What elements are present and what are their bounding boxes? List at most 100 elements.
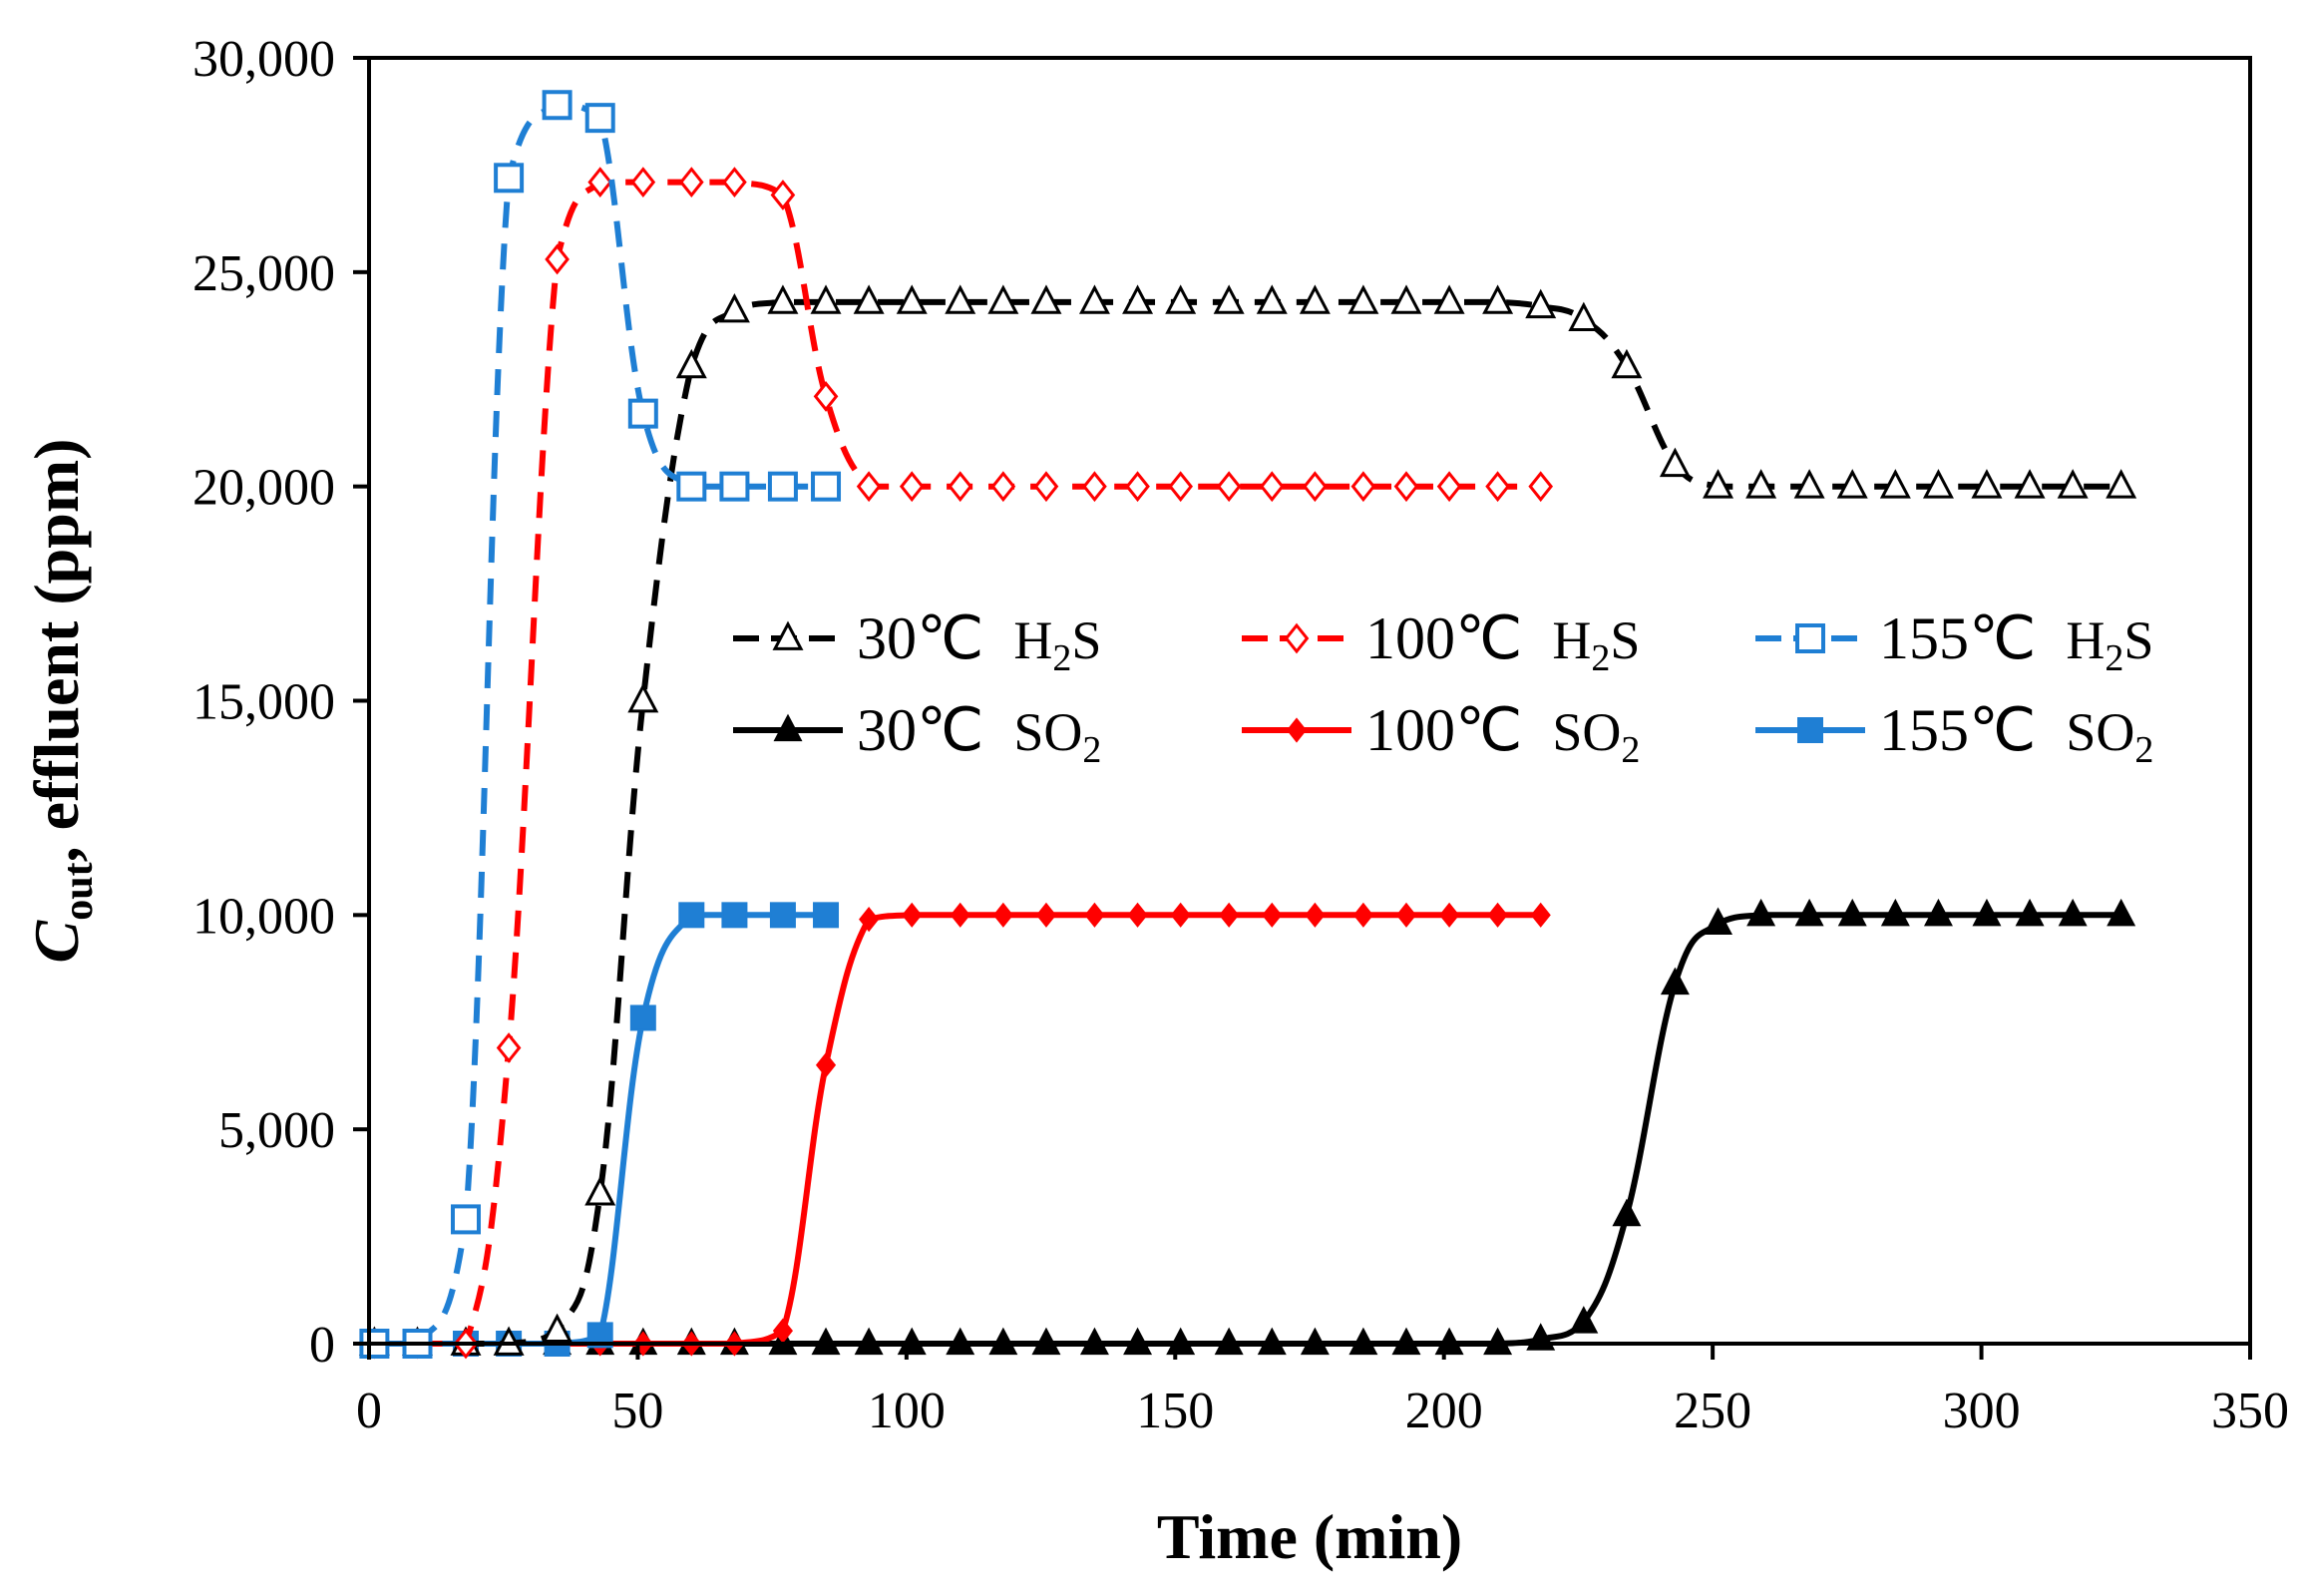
series-5-point-8 xyxy=(721,902,748,929)
series-0-point-23 xyxy=(1390,284,1422,314)
series-0-point-16 xyxy=(1078,284,1110,314)
series-4-point-22 xyxy=(1352,902,1373,928)
legend-entry-1: 100℃ H2S xyxy=(1242,605,1640,679)
x-tick-label-2: 100 xyxy=(868,1383,946,1439)
legend-marker-1 xyxy=(1284,622,1310,654)
series-3-point-29 xyxy=(1660,967,1690,996)
legend-entry-2: 155℃ H2S xyxy=(1755,605,2153,679)
series-0-point-26 xyxy=(1525,288,1557,319)
series-2-point-10 xyxy=(811,471,842,502)
series-0-point-21 xyxy=(1299,284,1331,314)
series-1-point-25 xyxy=(1485,471,1510,503)
legend-label-temp-0: 30℃ xyxy=(857,605,1013,671)
series-0-point-14 xyxy=(987,284,1019,314)
y-tick-label-4: 20,000 xyxy=(192,460,335,517)
series-0-point-20 xyxy=(1256,284,1288,314)
series-2-point-5 xyxy=(584,103,615,134)
series-5-point-9 xyxy=(769,902,796,929)
legend-label-gas-3: SO xyxy=(1013,702,1082,762)
series-1-point-7 xyxy=(678,167,704,199)
series-0-point-13 xyxy=(945,284,976,314)
legend-label-0: 30℃ H2S xyxy=(857,605,1101,679)
axes-layer: 0 50 100 150 200 250 300 350 0 5,000 10,000 15,000 2… xyxy=(21,31,2289,1572)
legend-label-sub-0: 2 xyxy=(1052,637,1071,679)
series-0-point-18 xyxy=(1165,284,1197,314)
legend-label-gas-4: SO xyxy=(1552,702,1621,762)
series-1-point-8 xyxy=(722,167,747,199)
series-1-point-11 xyxy=(856,471,882,503)
y-axis-title: Cout, effluent (ppm) xyxy=(21,439,102,964)
legend-label-tail-1: S xyxy=(1610,610,1640,670)
series-1-point-21 xyxy=(1303,471,1328,503)
legend-label-2: 155℃ H2S xyxy=(1879,605,2153,679)
y-tick-label-3: 15,000 xyxy=(192,674,335,731)
legend-label-tail-2: S xyxy=(2123,610,2153,670)
series-4-point-16 xyxy=(1084,902,1105,928)
series-5-point-10 xyxy=(813,902,840,929)
series-1-point-26 xyxy=(1528,471,1554,503)
series-0-point-28 xyxy=(1611,348,1643,379)
series-0-point-36 xyxy=(1971,469,2003,499)
series-4-point-13 xyxy=(950,902,970,928)
series-5-point-6 xyxy=(629,1004,656,1031)
series-0-point-5 xyxy=(584,1176,616,1206)
series-2-point-8 xyxy=(719,471,750,502)
series-1-point-22 xyxy=(1350,471,1376,503)
series-3-point-39 xyxy=(2107,898,2136,927)
series-0-point-39 xyxy=(2106,469,2137,499)
series-2-point-9 xyxy=(767,471,798,502)
series-1-point-24 xyxy=(1436,471,1462,503)
series-1-point-12 xyxy=(899,471,925,503)
series-5-point-7 xyxy=(678,902,705,929)
series-2-point-4 xyxy=(542,90,573,121)
legend-entry-3: 30℃ SO2 xyxy=(733,697,1101,771)
legend-label-sub-5: 2 xyxy=(2134,729,2153,771)
legend-entry-4: 100℃ SO2 xyxy=(1242,697,1640,771)
y-tick-label-5: 25,000 xyxy=(192,245,335,302)
series-1-point-23 xyxy=(1393,471,1419,503)
series-4-point-15 xyxy=(1035,902,1057,928)
x-tick-label-5: 250 xyxy=(1674,1383,1751,1439)
series-0-point-12 xyxy=(896,284,928,314)
series-3-point-27 xyxy=(1569,1306,1599,1334)
series-0-point-27 xyxy=(1568,301,1600,331)
series-0-point-17 xyxy=(1122,284,1154,314)
series-0-point-11 xyxy=(853,284,885,314)
x-axis-title: Time (min) xyxy=(1157,1501,1462,1572)
series-0-point-31 xyxy=(1745,469,1777,499)
series-0-point-9 xyxy=(767,284,799,314)
legend-marker-0 xyxy=(772,620,804,650)
series-4-point-11 xyxy=(859,907,880,933)
x-tick-label-6: 300 xyxy=(1943,1383,2021,1439)
legend-label-5: 155℃ SO2 xyxy=(1879,697,2153,771)
series-0-point-32 xyxy=(1793,469,1825,499)
series-0-point-15 xyxy=(1030,284,1062,314)
series-4-point-21 xyxy=(1305,902,1326,928)
series-4-point-25 xyxy=(1487,902,1508,928)
series-3-point-28 xyxy=(1612,1198,1642,1227)
y-axis-title-rest: , effluent (ppm) xyxy=(21,439,92,863)
series-1-point-14 xyxy=(990,471,1016,503)
series-2-point-2 xyxy=(450,1204,481,1235)
legend-marker-2 xyxy=(1795,623,1825,653)
series-3-point-37 xyxy=(2015,898,2045,927)
legend-label-tail-0: S xyxy=(1071,610,1101,670)
series-1-point-5 xyxy=(587,167,613,199)
series-0-point-34 xyxy=(1879,469,1911,499)
legend-label-gas-0: H xyxy=(1013,610,1052,670)
legend-label-temp-4: 100℃ xyxy=(1365,697,1552,763)
series-3-point-32 xyxy=(1794,898,1824,927)
legend-label-3: 30℃ SO2 xyxy=(857,697,1101,771)
series-0-point-25 xyxy=(1482,284,1514,314)
y-tick-label-1: 5,000 xyxy=(218,1102,335,1159)
series-1-point-17 xyxy=(1125,471,1150,503)
legend-label-sub-4: 2 xyxy=(1621,729,1640,771)
series-4-point-19 xyxy=(1219,902,1240,928)
series-1-point-9 xyxy=(770,180,796,210)
x-tick-label-7: 350 xyxy=(2211,1383,2289,1439)
series-1-point-16 xyxy=(1082,471,1107,503)
x-tick-label-0: 0 xyxy=(356,1383,382,1439)
series-4-point-18 xyxy=(1170,902,1191,928)
series-3-point-33 xyxy=(1837,898,1867,927)
series-2-point-7 xyxy=(676,471,707,502)
